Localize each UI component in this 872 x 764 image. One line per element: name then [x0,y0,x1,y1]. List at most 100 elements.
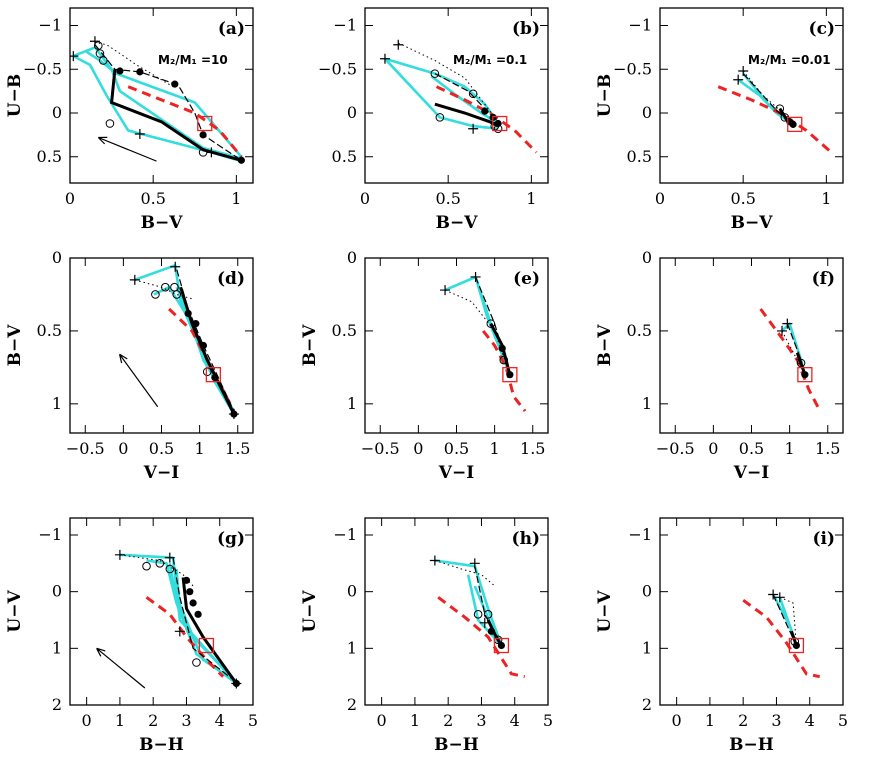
x-tick-label: 1 [195,439,205,458]
panel-tag: (g) [217,529,245,549]
x-axis-title: V−I [733,463,769,483]
x-tick-label: 0 [708,439,718,458]
open-point [98,56,108,65]
x-tick-label: 0 [118,439,128,458]
y-tick-label: 0 [642,248,652,267]
x-tick-label: 1.5 [815,439,840,458]
x-tick-label: 0.5 [730,189,755,208]
data-layer [717,66,833,154]
panel-tag: (h) [512,529,540,549]
black-thick-track [179,286,236,415]
x-axis-title: B−V [436,213,479,233]
black-dotted-track [781,330,806,375]
y-tick-label: −1 [333,16,357,35]
x-tick-label: 1 [785,439,795,458]
plus-point [440,285,451,296]
y-tick-label: 0.5 [37,147,62,166]
data-layer [759,308,822,412]
black-thick-track [181,577,238,685]
x-tick-label: 0 [413,439,423,458]
red-dashed-locus [742,598,821,679]
red-square-marker [198,637,215,654]
filled-point [211,373,219,382]
plus-point [134,129,145,139]
x-tick-label: 1 [410,711,420,730]
filled-point [506,371,514,379]
y-axis-title: U−V [595,590,615,633]
x-tick-label: 3 [771,711,781,730]
black-thick-track [486,619,503,647]
black-thick-track [109,69,242,162]
y-tick-label: 0.5 [332,321,357,340]
black-dotted-track [89,40,174,88]
plus-point [768,589,779,600]
data-layer [742,589,821,679]
x-tick-label: −0.5 [66,439,105,458]
panel-frame [659,7,844,184]
cyan-track-line [153,285,236,415]
red-square-marker [492,115,508,132]
y-tick-label: 0 [642,103,652,122]
panel-tag: (f) [812,269,835,289]
y-tick-label: 1 [347,394,357,413]
plus-point [231,678,242,689]
y-tick-label: 1 [52,638,62,657]
red-dashed-locus [717,85,833,154]
plus-point [774,592,785,603]
filled-point [237,156,245,164]
open-point [161,282,170,292]
cyan-track-line [384,57,500,125]
y-tick-label: 0 [52,103,62,122]
y-tick-label: 1 [52,394,62,413]
y-tick-label: −1 [38,16,62,35]
filled-point [497,641,506,650]
black-dotted-track [134,279,193,300]
plus-point [393,39,404,50]
x-tick-label: 3 [181,711,191,730]
plus-point [733,74,744,85]
x-tick-label: 1 [231,189,241,208]
plus-point [206,147,217,158]
red-square-marker [788,637,805,654]
panel-frame [69,7,254,184]
x-tick-label: 0.5 [140,189,165,208]
cyan-track-line [85,50,243,158]
y-tick-label: 0.5 [332,147,357,166]
plus-point [174,626,185,637]
black-thick-track [434,102,499,128]
y-tick-label: 0.5 [37,321,62,340]
filled-point [199,131,207,139]
panel-tag: (c) [809,19,835,39]
black-dashed-track [176,269,235,412]
panel-b: 0 0.5 1 −1 −0.5 0 0.5 B−V (b) M₂/M₁ =0.1 [318,7,549,233]
open-point [499,355,509,365]
filled-point [487,627,496,635]
mass-ratio-annotation: M₂/M₁ =0.1 [453,53,527,67]
x-tick-label: 0 [65,189,75,208]
y-axis-title: U−V [5,590,25,633]
plus-point [170,261,181,272]
plus-point [129,274,140,285]
x-tick-label: 4 [215,711,225,730]
plus-point [89,36,100,47]
cyan-track-line [72,46,242,160]
open-point [105,119,115,128]
y-axis-title: U−B [5,74,25,117]
plus-point [738,66,749,76]
y-axis-title: U−B [595,74,615,117]
filled-point [192,320,200,328]
panel-frame [659,517,844,706]
panel-f: −0.5 0 0.5 1 1.5 0 0.5 1 V−I B−V (f) [595,248,844,483]
filled-point [789,120,797,128]
data-layer [70,36,245,164]
open-point [430,69,440,78]
reddening-arrow [96,647,146,689]
x-axis-title: B−H [729,735,774,755]
black-dotted-track [434,560,496,587]
x-tick-label: 1 [490,439,500,458]
open-point [142,561,151,571]
x-tick-label: −0.5 [656,439,695,458]
open-point [483,610,493,619]
y-tick-label: 1 [642,394,652,413]
